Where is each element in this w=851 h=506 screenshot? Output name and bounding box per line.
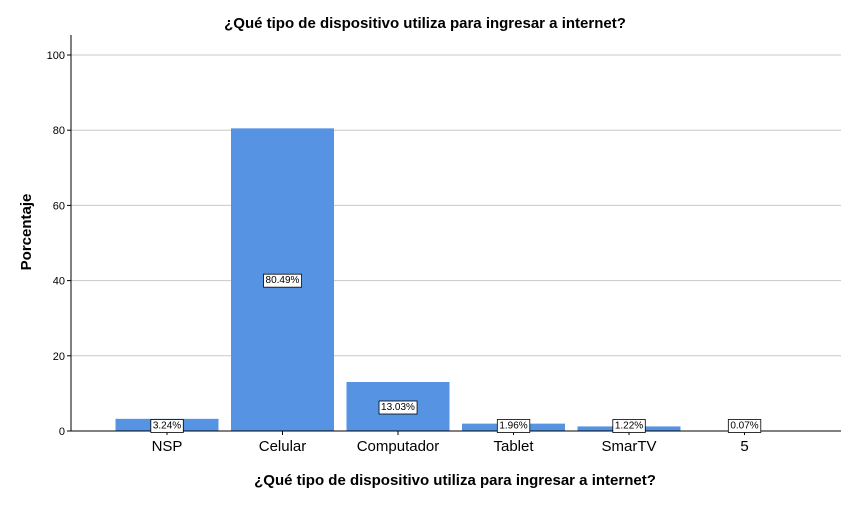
- data-label-text: 1.22%: [615, 421, 643, 432]
- x-tick-label: Celular: [259, 438, 307, 455]
- y-tick-label: 40: [53, 276, 65, 288]
- y-tick-label: 60: [53, 200, 65, 212]
- chart-title: ¿Qué tipo de dispositivo utiliza para in…: [224, 15, 626, 32]
- y-tick-label: 20: [53, 351, 65, 363]
- x-axis-label: ¿Qué tipo de dispositivo utiliza para in…: [254, 472, 656, 489]
- data-label: 13.03%: [379, 401, 417, 414]
- data-label-text: 3.24%: [153, 421, 181, 432]
- bars: [116, 128, 797, 431]
- x-tick-label: SmarTV: [601, 438, 656, 455]
- data-label-text: 0.07%: [730, 421, 758, 432]
- data-label-text: 80.49%: [266, 275, 300, 286]
- y-axis-label: Porcentaje: [18, 194, 35, 271]
- data-label: 1.96%: [497, 420, 529, 433]
- y-tick-label: 80: [53, 125, 65, 137]
- y-tick-label: 100: [47, 50, 65, 62]
- x-tick-label: NSP: [152, 438, 183, 455]
- data-label: 1.22%: [613, 420, 645, 433]
- data-label-text: 13.03%: [381, 402, 415, 413]
- x-tick-label: 5: [740, 438, 748, 455]
- data-label: 0.07%: [728, 420, 760, 433]
- data-label: 80.49%: [264, 274, 302, 287]
- data-label-text: 1.96%: [499, 421, 527, 432]
- x-tick-label: Tablet: [493, 438, 534, 455]
- gridlines: [71, 55, 841, 356]
- x-tick-label: Computador: [357, 438, 440, 455]
- data-label: 3.24%: [151, 420, 183, 433]
- y-tick-label: 0: [59, 426, 65, 438]
